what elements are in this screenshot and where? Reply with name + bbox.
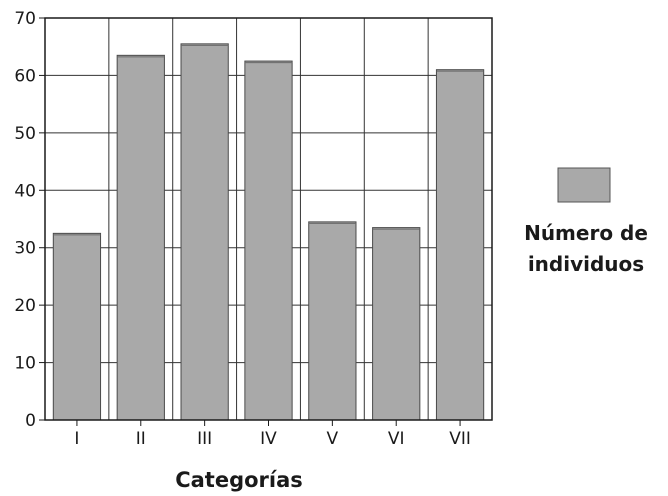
x-tick-label: IV bbox=[260, 429, 277, 449]
y-tick-label: 40 bbox=[14, 181, 36, 201]
y-tick-label: 70 bbox=[14, 9, 36, 29]
x-tick-label: III bbox=[197, 429, 212, 449]
bar-I bbox=[52, 232, 102, 421]
bar-VI bbox=[372, 227, 421, 421]
x-tick-label: VII bbox=[449, 429, 471, 449]
x-tick-labels: I II III IV V VI VII bbox=[74, 429, 470, 449]
y-tick-label: 20 bbox=[14, 296, 36, 316]
legend: Número de individuos bbox=[524, 167, 648, 276]
x-tick-label: I bbox=[74, 429, 79, 449]
legend-swatch bbox=[557, 167, 611, 203]
axes bbox=[39, 17, 493, 426]
y-tick-label: 60 bbox=[14, 66, 36, 86]
bar-III bbox=[180, 43, 229, 421]
y-tick-label: 30 bbox=[14, 239, 36, 259]
y-tick-label: 50 bbox=[14, 124, 36, 144]
legend-label-line-2: individuos bbox=[528, 252, 644, 276]
x-tick-label: VI bbox=[388, 429, 405, 449]
y-tick-label: 0 bbox=[25, 411, 36, 431]
x-axis-label: Categorías bbox=[175, 468, 303, 492]
legend-label-line-1: Número de bbox=[524, 221, 648, 245]
x-tick-label: II bbox=[136, 429, 146, 449]
bar-IV bbox=[244, 60, 293, 421]
x-tick-label: V bbox=[327, 429, 339, 449]
bar-VII bbox=[435, 69, 485, 421]
bar-II bbox=[116, 54, 165, 421]
y-tick-label: 10 bbox=[14, 354, 36, 374]
bar-V bbox=[308, 221, 357, 421]
y-tick-labels: 0 10 20 30 40 50 60 70 bbox=[14, 9, 36, 431]
bars bbox=[52, 43, 485, 421]
